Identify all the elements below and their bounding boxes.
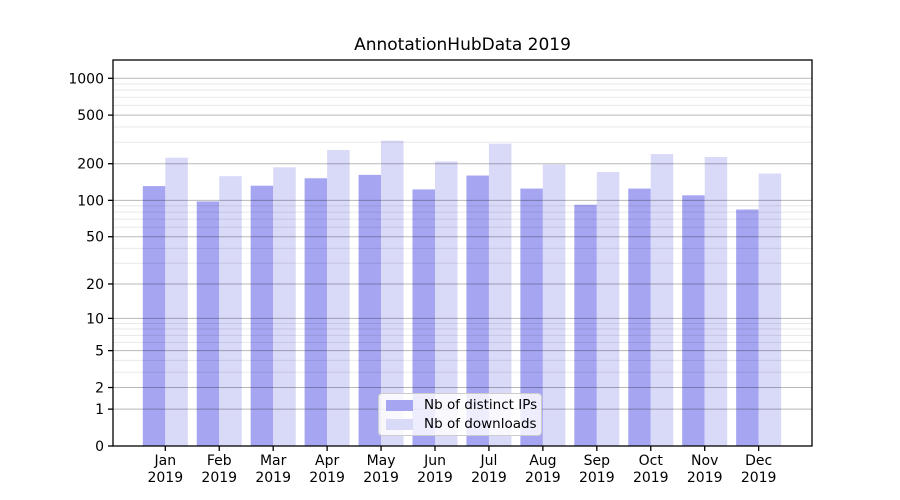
x-tick-label-year: 2019 <box>147 470 183 486</box>
chart-title: AnnotationHubData 2019 <box>354 35 571 55</box>
legend-swatch-downloads <box>386 418 413 430</box>
y-tick-label: 500 <box>77 108 104 124</box>
bar-downloads-aug <box>542 164 566 446</box>
x-tick-label-month: Feb <box>207 453 232 469</box>
bar-ips-mar <box>250 185 274 446</box>
bar-downloads-apr <box>327 150 350 446</box>
axes-frame <box>112 59 813 447</box>
bar-ips-dec <box>736 209 759 446</box>
x-tick-label-month: Nov <box>691 453 718 469</box>
bar-ips-aug <box>520 188 543 446</box>
x-tick-label-month: Jun <box>423 453 446 469</box>
bar-ips-apr <box>304 178 328 446</box>
x-tick-label-month: Jan <box>154 453 177 469</box>
x-tick-label-month: Aug <box>529 453 556 469</box>
x-tick-label-year: 2019 <box>309 470 345 486</box>
bar-downloads-jul <box>488 143 512 447</box>
bar-ips-jun <box>412 189 435 446</box>
bar-downloads-mar <box>273 167 296 446</box>
x-tick-label-month: Jul <box>479 453 497 469</box>
bar-ips-sep <box>574 204 597 446</box>
x-tick-label-year: 2019 <box>363 470 399 486</box>
legend-item-distinct-ips: Nb of distinct IPs <box>386 397 537 413</box>
x-tick-label-year: 2019 <box>471 470 507 486</box>
y-tick-label: 1 <box>95 402 104 418</box>
y-tick-label: 2 <box>95 381 104 397</box>
bar-downloads-nov <box>704 157 728 446</box>
bar-ips-nov <box>682 195 705 446</box>
y-tick-label: 200 <box>77 157 104 173</box>
bar-ips-feb <box>196 201 220 446</box>
y-tick-label: 100 <box>77 193 104 209</box>
x-tick-label-year: 2019 <box>687 470 723 486</box>
y-tick-label: 50 <box>86 230 104 246</box>
bar-downloads-oct <box>650 154 674 446</box>
x-tick-label-month: Mar <box>260 453 287 469</box>
y-tick-label: 20 <box>86 277 104 293</box>
legend-label-distinct-ips: Nb of distinct IPs <box>424 397 538 413</box>
legend-label-downloads: Nb of downloads <box>424 416 537 432</box>
bar-ips-may <box>358 174 382 446</box>
y-tick-label: 5 <box>95 344 104 360</box>
bar-downloads-jan <box>165 157 188 446</box>
y-tick-label: 0 <box>95 439 104 455</box>
x-tick-label-month: May <box>367 453 396 469</box>
x-tick-label-month: Dec <box>745 453 772 469</box>
x-tick-label-month: Oct <box>639 453 664 469</box>
x-tick-label-month: Apr <box>315 453 339 469</box>
bar-ips-jul <box>466 175 489 447</box>
x-tick-label-year: 2019 <box>741 470 777 486</box>
x-tick-label-year: 2019 <box>633 470 669 486</box>
bar-downloads-sep <box>596 172 620 446</box>
bar-downloads-feb <box>219 176 242 446</box>
y-tick-label: 1000 <box>68 71 104 87</box>
legend: Nb of distinct IPs Nb of downloads <box>378 393 542 436</box>
x-tick-label-year: 2019 <box>255 470 291 486</box>
bar-ips-jan <box>142 186 166 447</box>
x-tick-label-year: 2019 <box>579 470 615 486</box>
x-tick-label-year: 2019 <box>417 470 453 486</box>
x-tick-label-year: 2019 <box>201 470 237 486</box>
bar-downloads-jun <box>435 161 458 446</box>
bar-ips-oct <box>628 188 651 446</box>
y-tick-label: 10 <box>86 311 104 327</box>
legend-item-downloads: Nb of downloads <box>386 416 537 432</box>
legend-swatch-distinct-ips <box>386 399 413 411</box>
bar-downloads-may <box>381 140 404 446</box>
bar-downloads-dec <box>758 173 782 446</box>
x-tick-label-year: 2019 <box>525 470 561 486</box>
x-tick-label-month: Sep <box>584 453 611 469</box>
